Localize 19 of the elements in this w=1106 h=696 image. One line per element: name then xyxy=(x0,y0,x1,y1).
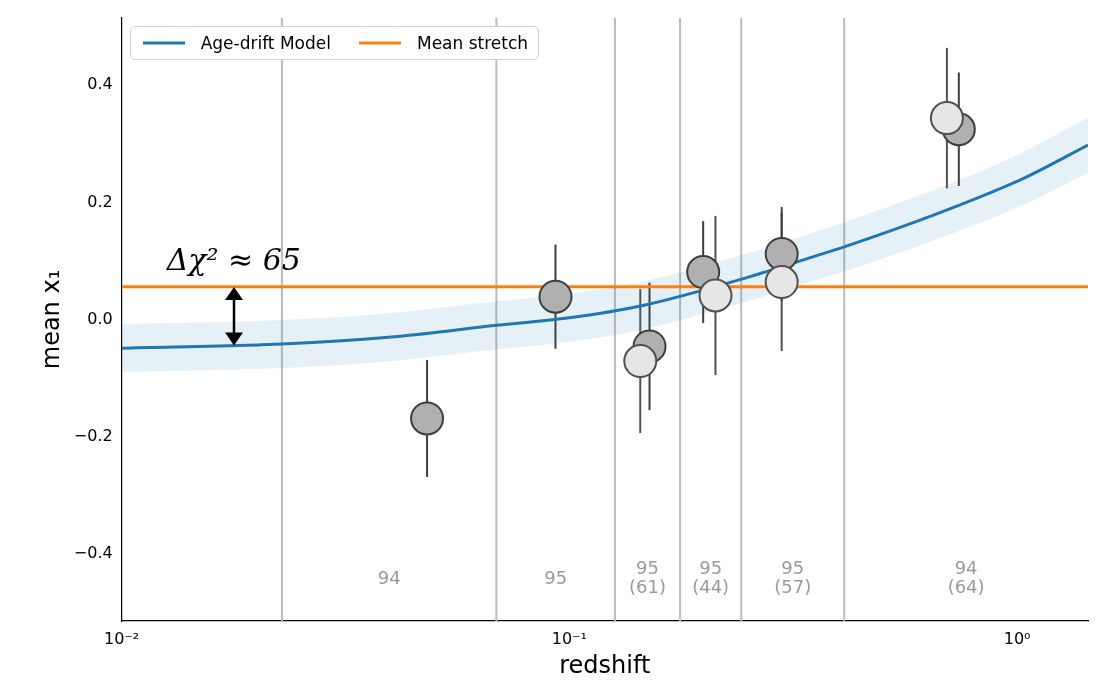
x-tick-label: 10⁻² xyxy=(104,628,140,648)
legend-label: Mean stretch xyxy=(416,33,529,53)
y-axis-title: mean x₁ xyxy=(36,269,65,370)
x-tick-label: 10⁻¹ xyxy=(551,628,587,648)
legend-label: Age-drift Model xyxy=(200,33,331,53)
y-tick-label: 0.4 xyxy=(87,74,113,94)
annotation: 95 (61) xyxy=(629,557,666,598)
x-axis-title: redshift xyxy=(559,650,651,679)
annotation: 94 (64) xyxy=(947,557,985,598)
annotation: 95 xyxy=(544,566,568,588)
annotation: 95 (57) xyxy=(774,557,812,598)
annotation: Δχ² ≈ 65 xyxy=(165,241,301,277)
x-tick-label: 10⁰ xyxy=(1003,628,1031,648)
y-tick-label: 0.2 xyxy=(87,191,113,211)
annotation: 94 xyxy=(377,566,401,588)
annotation: 95 (44) xyxy=(692,557,730,598)
y-tick-label: −0.2 xyxy=(73,425,113,445)
y-tick-label: 0.0 xyxy=(87,308,113,328)
y-tick-label: −0.4 xyxy=(73,542,113,562)
